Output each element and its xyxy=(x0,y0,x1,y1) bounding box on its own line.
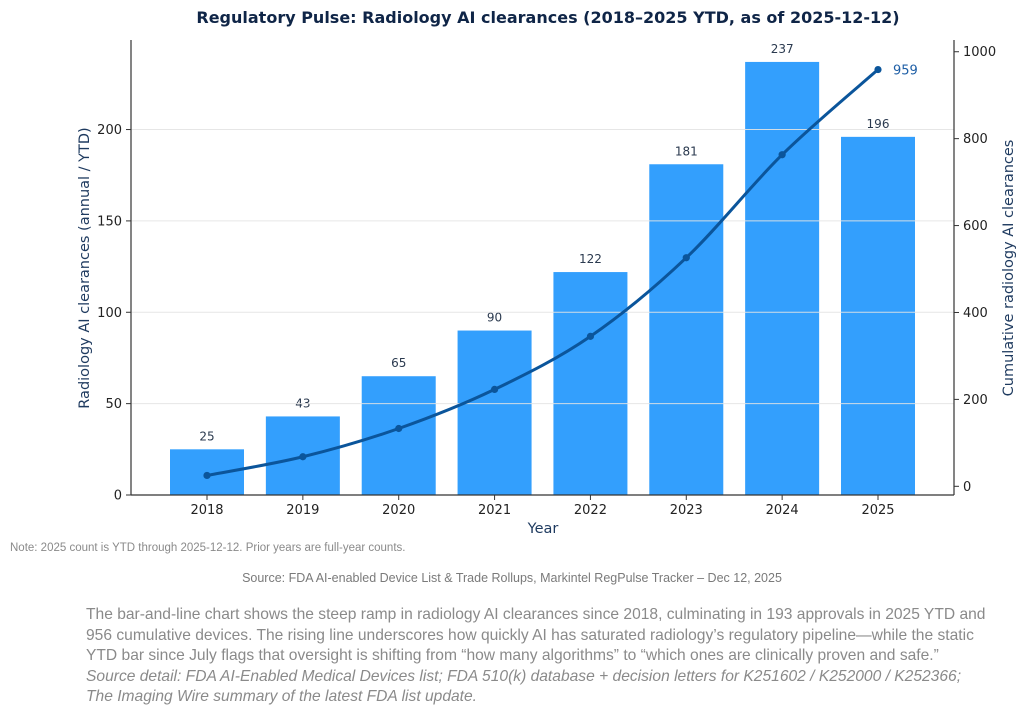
x-tick-label-2025: 2025 xyxy=(861,503,894,518)
y-tick-label-0: 0 xyxy=(114,489,122,504)
line-point-2019 xyxy=(299,453,307,461)
caption-text: The bar-and-line chart shows the steep r… xyxy=(86,606,986,664)
axes: 0 50 100 150 200 0 200 400 600 800 1000 2018 2019 202… xyxy=(97,40,996,518)
gridlines xyxy=(131,129,954,405)
y-axis-label: Radiology AI clearances (annual / YTD) xyxy=(77,127,93,408)
bar-label-2018: 25 xyxy=(199,429,214,443)
y2-tick-label-1000: 1000 xyxy=(963,45,996,60)
y2-tick-label-200: 200 xyxy=(963,393,988,408)
bar-2024 xyxy=(745,61,820,496)
caption-source-detail: Source detail: FDA AI-Enabled Medical De… xyxy=(86,667,962,706)
chart-note: Note: 2025 count is YTD through 2025-12-… xyxy=(10,542,406,554)
bar-label-2023: 181 xyxy=(675,144,698,158)
bar-2021 xyxy=(457,330,532,495)
chart-title: Regulatory Pulse: Radiology AI clearance… xyxy=(196,8,899,27)
x-tick-label-2022: 2022 xyxy=(574,503,607,518)
x-tick-label-2021: 2021 xyxy=(478,503,511,518)
x-tick-label-2023: 2023 xyxy=(670,503,703,518)
bar-label-2024: 237 xyxy=(771,42,794,56)
y2-tick-label-400: 400 xyxy=(963,306,988,321)
bar-2025 xyxy=(841,136,915,495)
y2-axis-label: Cumulative radiology AI clearances xyxy=(1001,140,1017,397)
line-point-2023 xyxy=(682,254,690,262)
bar-label-2025: 196 xyxy=(867,117,890,131)
x-tick-label-2019: 2019 xyxy=(286,503,319,518)
x-tick-label-2024: 2024 xyxy=(766,503,799,518)
chart: Regulatory Pulse: Radiology AI clearance… xyxy=(77,8,1017,537)
line-series: 959 xyxy=(203,64,918,480)
line-point-2021 xyxy=(490,385,499,393)
y-tick-label-150: 150 xyxy=(97,214,122,229)
y-tick-label-200: 200 xyxy=(97,123,122,138)
bar-label-2022: 122 xyxy=(579,252,602,266)
bar-label-2021: 90 xyxy=(487,311,502,325)
caption: The bar-and-line chart shows the steep r… xyxy=(86,605,986,708)
y2-tick-label-600: 600 xyxy=(963,219,988,234)
y-tick-label-50: 50 xyxy=(105,397,122,412)
bar-2023 xyxy=(649,164,724,496)
line-point-2020 xyxy=(395,424,403,433)
line-point-2022 xyxy=(586,332,595,340)
x-tick-label-2018: 2018 xyxy=(190,503,223,518)
bar-2022 xyxy=(553,272,628,495)
line-end-label: 959 xyxy=(893,64,918,79)
y2-tick-label-800: 800 xyxy=(963,132,988,147)
cumulative-line xyxy=(205,68,880,477)
line-point-2024 xyxy=(778,151,786,159)
line-point-2025 xyxy=(874,65,882,74)
y-tick-label-100: 100 xyxy=(97,306,122,321)
y2-tick-label-0: 0 xyxy=(963,480,971,495)
bar-label-2020: 65 xyxy=(391,356,406,370)
x-axis-label: Year xyxy=(527,521,559,537)
chart-source: Source: FDA AI-enabled Device List & Tra… xyxy=(242,571,782,585)
line-point-2018 xyxy=(203,471,211,480)
x-tick-label-2020: 2020 xyxy=(382,503,415,518)
